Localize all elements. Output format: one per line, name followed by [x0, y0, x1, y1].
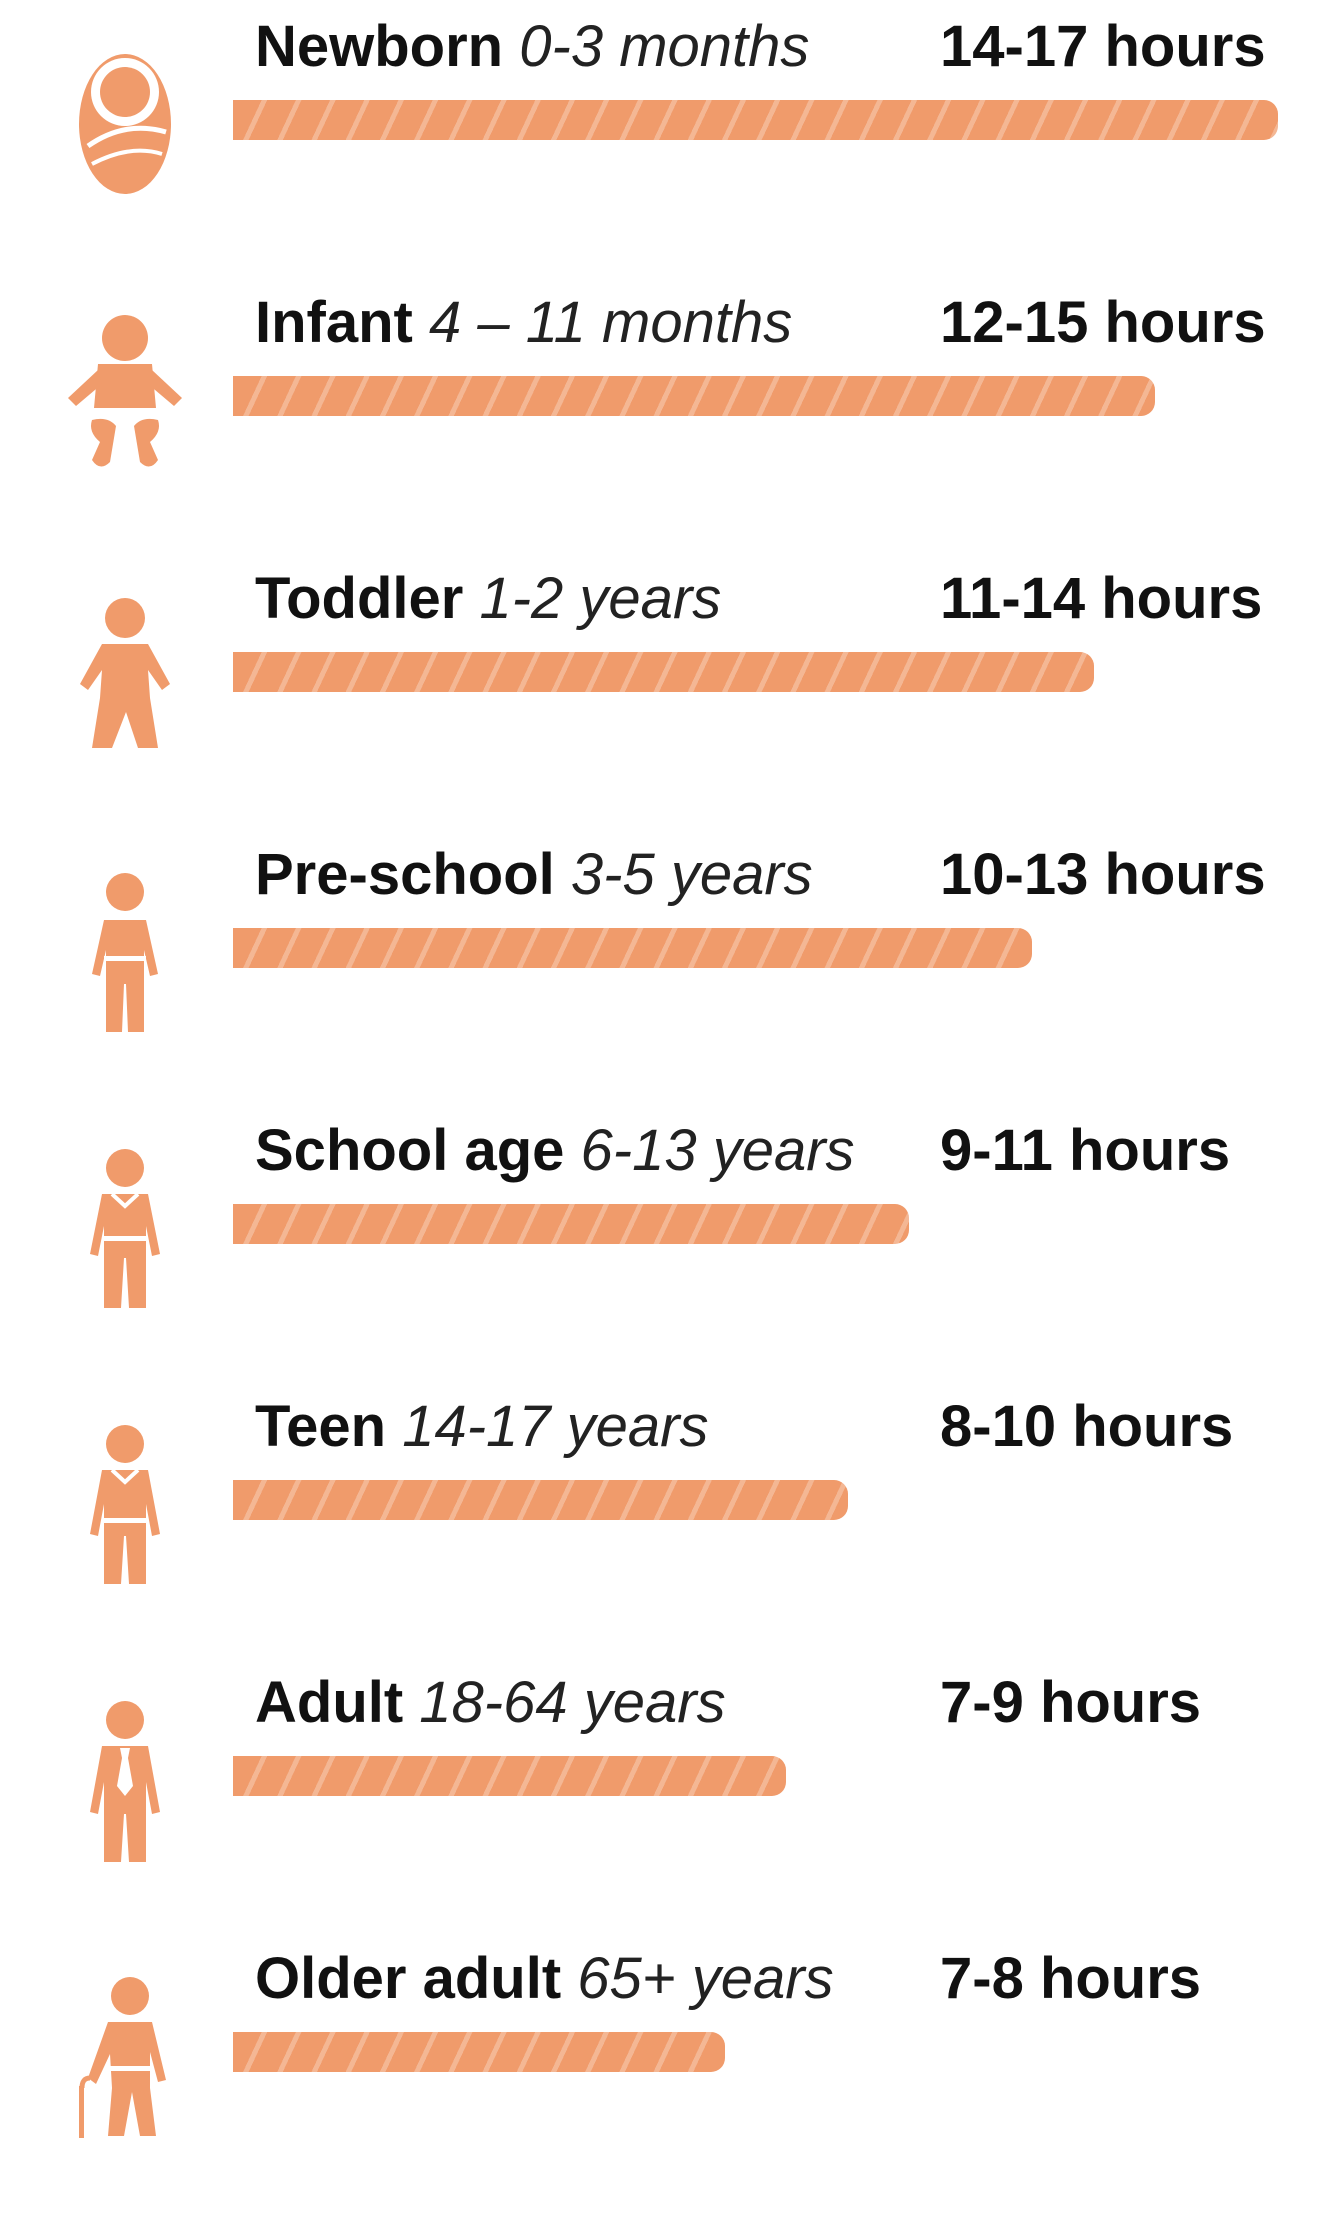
- hours-data-label: 7-8 hours: [940, 1946, 1202, 2011]
- category-age-range: 6-13 years: [580, 1118, 855, 1183]
- category-label: Pre-school 3-5 years: [255, 840, 813, 910]
- category-age-range: 65+ years: [577, 1946, 834, 2011]
- category-label: Older adult 65+ years: [255, 1944, 834, 2014]
- category-label: Adult 18-64 years: [255, 1668, 726, 1738]
- chart-row: Infant 4 – 11 months 12-15 hours: [0, 276, 1317, 552]
- category-age-range: 0-3 months: [519, 14, 810, 79]
- category-label: Infant 4 – 11 months: [255, 288, 792, 358]
- chart-row: Toddler 1-2 years 11-14 hours: [0, 552, 1317, 828]
- hours-data-label: 10-13 hours: [940, 842, 1266, 907]
- bar: [233, 1756, 786, 1796]
- older-adult-with-cane-icon: [58, 1968, 192, 2138]
- bar: [233, 2032, 725, 2072]
- category-name: Adult: [255, 1670, 404, 1735]
- category-name: Pre-school: [255, 842, 555, 907]
- category-label: Teen 14-17 years: [255, 1392, 709, 1462]
- category-name: Infant: [255, 290, 413, 355]
- chart-row: Teen 14-17 years 8-10 hours: [0, 1380, 1317, 1656]
- hours-data-label: 11-14 hours: [940, 566, 1263, 631]
- category-age-range: 1-2 years: [479, 566, 722, 631]
- category-label: School age 6-13 years: [255, 1116, 855, 1186]
- category-label: Newborn 0-3 months: [255, 12, 809, 82]
- category-age-range: 3-5 years: [570, 842, 813, 907]
- hours-data-label: 12-15 hours: [940, 290, 1266, 355]
- category-age-range: 18-64 years: [419, 1670, 726, 1735]
- school-child-icon: [58, 1140, 192, 1310]
- category-label: Toddler 1-2 years: [255, 564, 721, 634]
- teen-icon: [58, 1416, 192, 1586]
- category-name: Newborn: [255, 14, 504, 79]
- chart-row: Adult 18-64 years 7-9 hours: [0, 1656, 1317, 1932]
- bar: [233, 1204, 909, 1244]
- bar: [233, 652, 1094, 692]
- category-name: Teen: [255, 1394, 387, 1459]
- bar: [233, 928, 1032, 968]
- bar: [233, 100, 1278, 140]
- category-name: School age: [255, 1118, 565, 1183]
- category-name: Older adult: [255, 1946, 562, 2011]
- hours-data-label: 14-17 hours: [940, 14, 1266, 79]
- category-age-range: 4 – 11 months: [428, 290, 793, 355]
- swaddled-baby-icon: [58, 36, 192, 206]
- chart-row: Older adult 65+ years 7-8 hours: [0, 1932, 1317, 2208]
- toddler-icon: [58, 588, 192, 758]
- hours-data-label: 8-10 hours: [940, 1394, 1234, 1459]
- hours-data-label: 9-11 hours: [940, 1118, 1231, 1183]
- infant-icon: [58, 312, 192, 482]
- category-age-range: 14-17 years: [402, 1394, 709, 1459]
- bar: [233, 1480, 848, 1520]
- preschool-child-icon: [58, 864, 192, 1034]
- category-name: Toddler: [255, 566, 464, 631]
- hours-data-label: 7-9 hours: [940, 1670, 1202, 1735]
- adult-with-tie-icon: [58, 1692, 192, 1862]
- chart-row: Newborn 0-3 months 14-17 hours: [0, 0, 1317, 276]
- chart-row: School age 6-13 years 9-11 hours: [0, 1104, 1317, 1380]
- bar: [233, 376, 1155, 416]
- chart-row: Pre-school 3-5 years 10-13 hours: [0, 828, 1317, 1104]
